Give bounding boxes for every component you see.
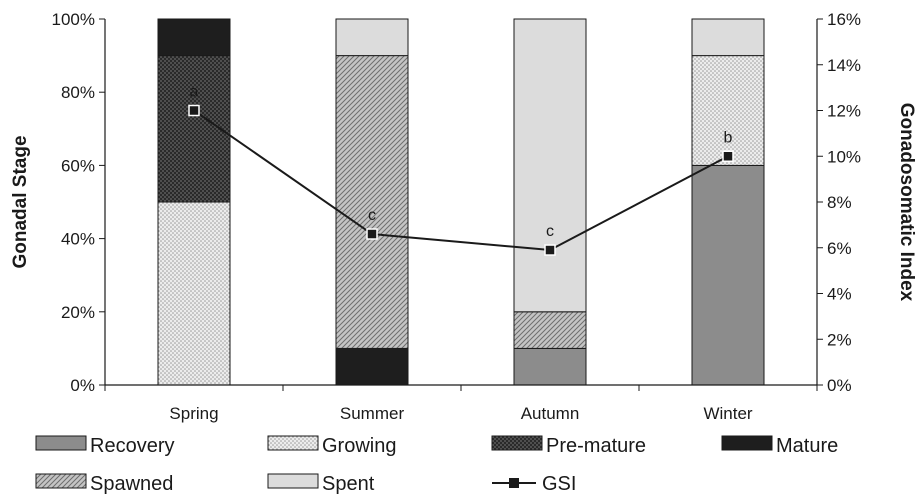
gsi-line	[193, 109, 729, 252]
x-tick-label-summer: Summer	[340, 404, 405, 423]
y2-tick-label: 4%	[827, 285, 852, 304]
gsi-point-winter	[722, 150, 734, 162]
legend-swatch-growing	[267, 435, 319, 451]
y-tick-label: 0%	[70, 376, 95, 395]
legend-swatch-spawned	[35, 473, 87, 489]
legend-label-gsi: GSI	[542, 473, 576, 495]
y2-tick-label: 6%	[827, 239, 852, 258]
bar-winter-spent	[691, 18, 765, 57]
y2-tick-label: 2%	[827, 330, 852, 349]
y2-tick-label: 14%	[827, 56, 861, 75]
gsi-point-label-summer: c	[368, 207, 376, 224]
legend-label-pre-mature: Pre-mature	[546, 435, 646, 457]
legend-swatch-recovery	[35, 435, 87, 451]
y-tick-label: 40%	[61, 230, 95, 249]
bar-autumn-recovery	[513, 347, 587, 386]
bar-summer-spent	[335, 18, 409, 57]
legend-swatch-mature	[721, 435, 773, 451]
legend-marker-gsi	[509, 478, 519, 488]
y2-tick-label: 10%	[827, 147, 861, 166]
bar-autumn-spent	[513, 18, 587, 313]
bar-winter-recovery	[691, 164, 765, 386]
gsi-point-label-winter: b	[724, 129, 733, 146]
y2-tick-label: 12%	[827, 102, 861, 121]
y-tick-label: 100%	[52, 10, 95, 29]
gsi-point-summer	[366, 228, 378, 240]
y-axis-title: Gonadal Stage	[10, 135, 31, 268]
x-tick-label-autumn: Autumn	[521, 404, 580, 423]
bar-spring-pre-mature	[157, 55, 231, 203]
bar-spring-growing	[157, 201, 231, 386]
legend-label-recovery: Recovery	[90, 435, 174, 457]
legend-label-spawned: Spawned	[90, 473, 173, 495]
bar-winter-growing	[691, 55, 765, 166]
legend-label-mature: Mature	[776, 435, 838, 457]
y-tick-label: 20%	[61, 303, 95, 322]
gsi-point-spring	[188, 104, 200, 117]
legend-swatch-pre-mature	[491, 435, 543, 451]
legend-label-spent: Spent	[322, 473, 375, 495]
bar-summer-mature	[335, 347, 409, 386]
legend-label-growing: Growing	[322, 435, 396, 457]
gsi-point-label-autumn: c	[546, 223, 554, 240]
y2-tick-label: 8%	[827, 193, 852, 212]
y-tick-label: 80%	[61, 83, 95, 102]
y2-axis-title: Gonadosomatic Index	[896, 103, 917, 302]
x-tick-label-winter: Winter	[703, 404, 752, 423]
y2-tick-label: 0%	[827, 376, 852, 395]
bar-summer-spawned	[335, 55, 409, 349]
y2-tick-label: 16%	[827, 10, 861, 29]
bar-autumn-spawned	[513, 311, 587, 349]
bar-spring-mature	[157, 18, 231, 57]
gsi-point-autumn	[544, 244, 556, 256]
legend-swatch-spent	[267, 473, 319, 489]
y-tick-label: 60%	[61, 156, 95, 175]
x-tick-label-spring: Spring	[169, 404, 218, 423]
gsi-point-label-spring: a	[190, 84, 199, 101]
